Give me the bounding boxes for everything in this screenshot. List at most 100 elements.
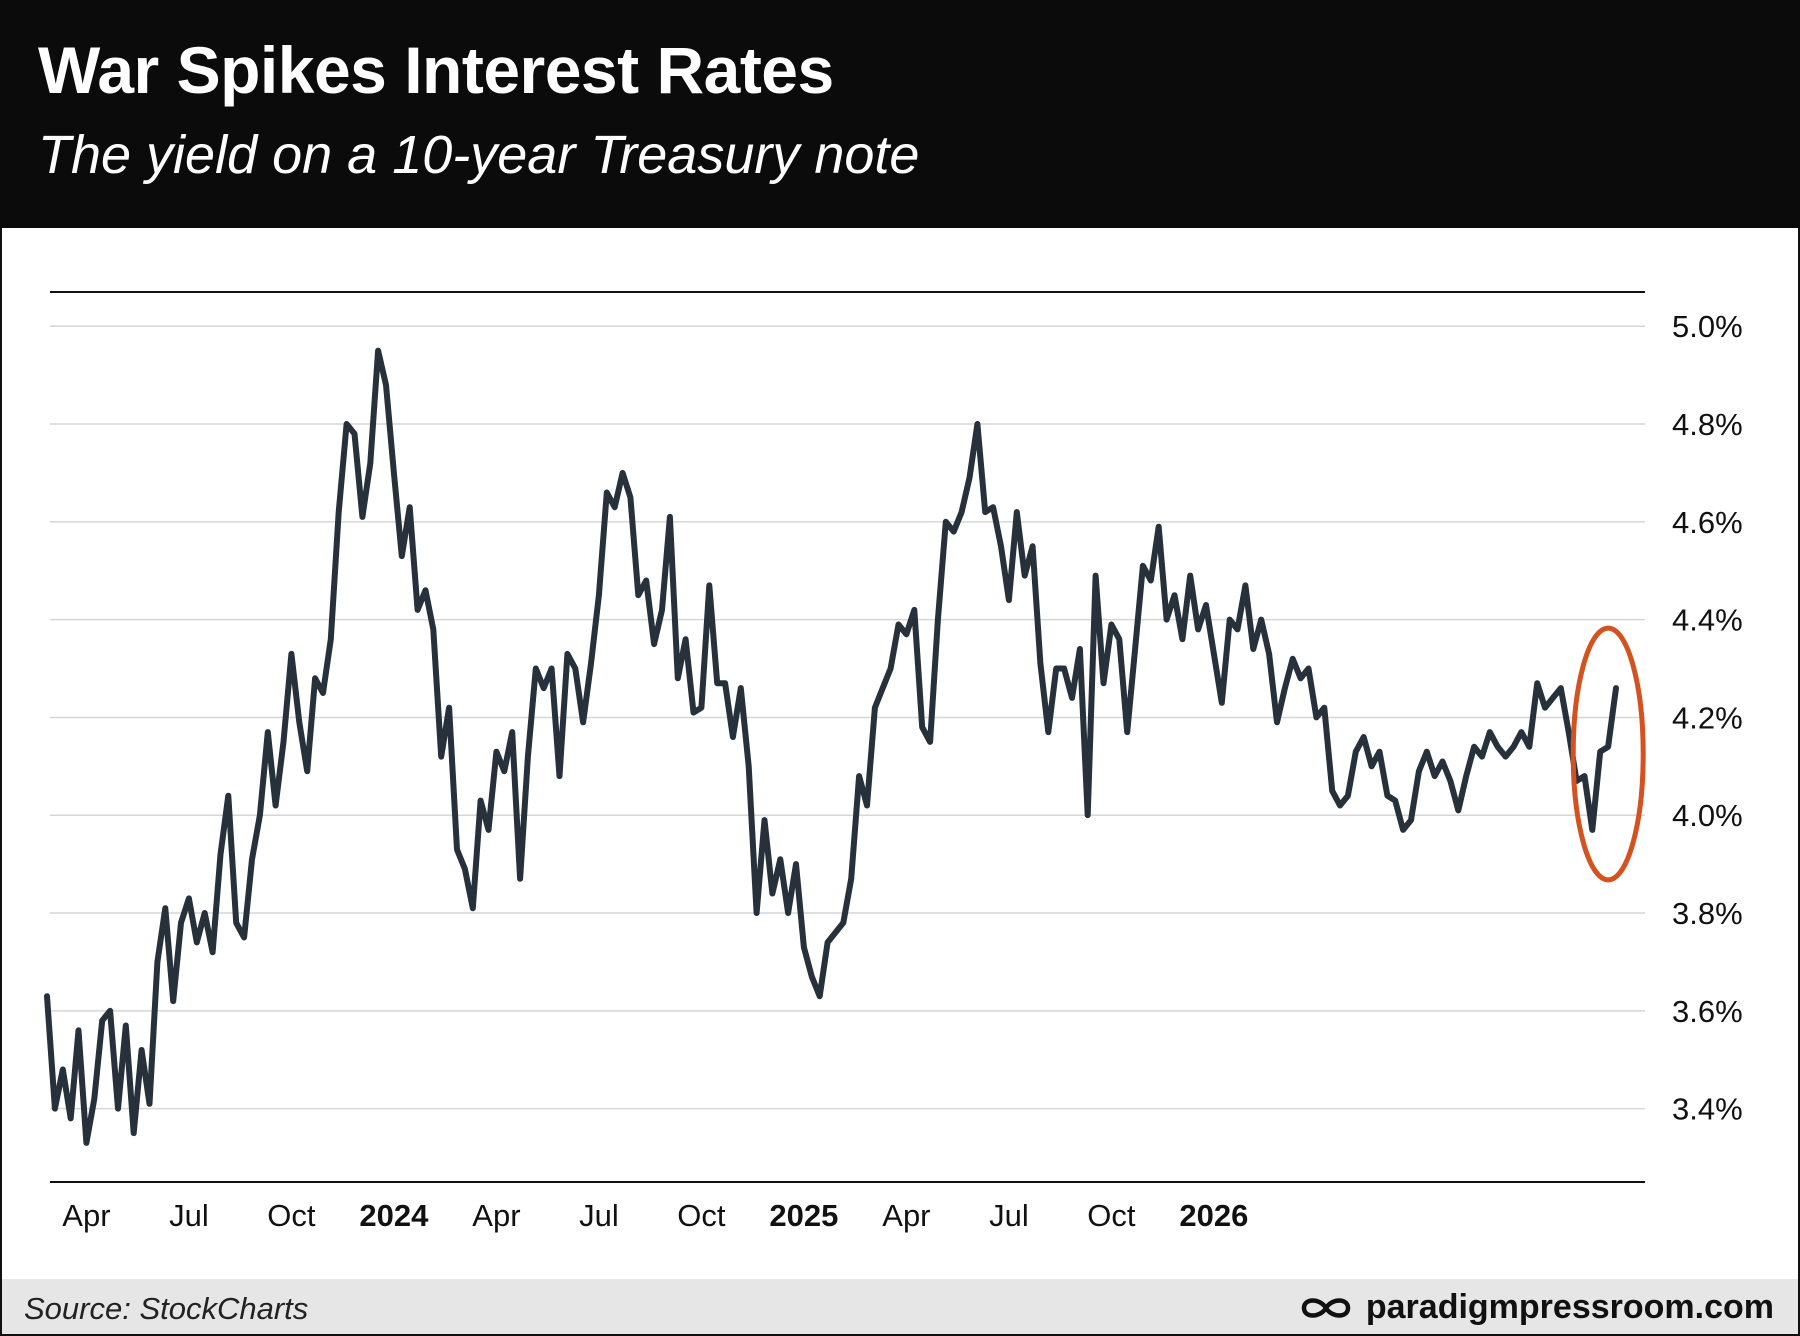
data-point [1567,730,1571,734]
data-point [53,1107,57,1111]
data-point [794,862,798,866]
x-tick-label: Oct [1087,1198,1136,1233]
x-tick-label: Apr [62,1198,110,1233]
data-point [1441,760,1445,764]
data-point [1393,799,1397,803]
data-point [203,911,207,915]
data-point [408,505,412,509]
y-tick-label: 4.6% [1672,505,1743,540]
data-point [274,804,278,808]
data-point [1259,618,1263,622]
data-point [376,349,380,353]
data-point [92,1097,96,1101]
data-point [1220,701,1224,705]
data-point [565,652,569,656]
data-point [818,994,822,998]
data-point [132,1131,136,1135]
data-point [1590,828,1594,832]
x-tick-label: 2026 [1179,1198,1248,1233]
data-point [636,593,640,597]
data-point [1054,667,1058,671]
data-point [400,554,404,558]
data-point [1038,662,1042,666]
data-point [1299,676,1303,680]
data-point [810,975,814,979]
data-point [597,593,601,597]
data-point [1133,647,1137,651]
data-point [802,945,806,949]
data-point [187,896,191,900]
data-point [1173,593,1177,597]
data-point [1070,696,1074,700]
data-point [1023,574,1027,578]
data-point [1196,627,1200,631]
data-point [1456,808,1460,812]
x-tick-label: Oct [677,1198,726,1233]
data-point [1606,745,1610,749]
data-point [353,432,357,436]
data-point [581,720,585,724]
data-point [952,530,956,534]
y-tick-label: 3.4% [1672,1092,1743,1127]
data-point [282,740,286,744]
data-point [1519,730,1523,734]
data-point [865,804,869,808]
data-point [289,652,293,656]
data-point [1433,774,1437,778]
data-point [368,461,372,465]
data-point [1448,779,1452,783]
data-point [707,583,711,587]
x-tick-label: Jul [169,1198,209,1233]
header-banner: War Spikes Interest Rates The yield on a… [0,0,1800,228]
data-point [1425,750,1429,754]
line-chart: 5.0% 4.8% 4.6% 4.4% 4.2% 4.0% 3.8% 3.6% 3.4% Apr… [44,291,1743,1233]
y-tick-label: 4.4% [1672,603,1743,638]
data-point [1370,764,1374,768]
data-point [826,940,830,944]
chart-title: War Spikes Interest Rates [38,33,834,107]
data-point [1015,510,1019,514]
data-point [1464,774,1468,778]
data-point [668,515,672,519]
data-point [731,735,735,739]
data-point [660,608,664,612]
data-point [69,1116,73,1120]
data-point [1251,647,1255,651]
data-point [1330,789,1334,793]
y-tick-label: 3.8% [1672,896,1743,931]
data-point [510,730,514,734]
data-point [360,515,364,519]
data-point [628,495,632,499]
data-point [692,711,696,715]
data-point [1322,706,1326,710]
data-point [1535,681,1539,685]
data-point [329,637,333,641]
brand[interactable]: paradigmpressroom.com [1298,1288,1774,1327]
data-point [1583,774,1587,778]
x-tick-label: 2025 [769,1198,838,1233]
data-point [1527,745,1531,749]
data-point [234,921,238,925]
data-point [991,505,995,509]
data-point [494,750,498,754]
data-point [944,520,948,524]
data-point [960,510,964,514]
data-point [487,828,491,832]
data-point [140,1048,144,1052]
data-point [61,1068,65,1072]
data-point [116,1107,120,1111]
y-tick-label: 3.6% [1672,994,1743,1029]
data-point [644,579,648,583]
y-tick-label: 4.8% [1672,407,1743,442]
data-point [1149,579,1153,583]
data-point [1283,686,1287,690]
data-point [841,921,845,925]
data-point [1338,804,1342,808]
data-point [715,681,719,685]
data-point [1157,525,1161,529]
data-point [45,994,49,998]
data-point [447,706,451,710]
data-point [1378,750,1382,754]
data-point [857,774,861,778]
data-point [1109,623,1113,627]
